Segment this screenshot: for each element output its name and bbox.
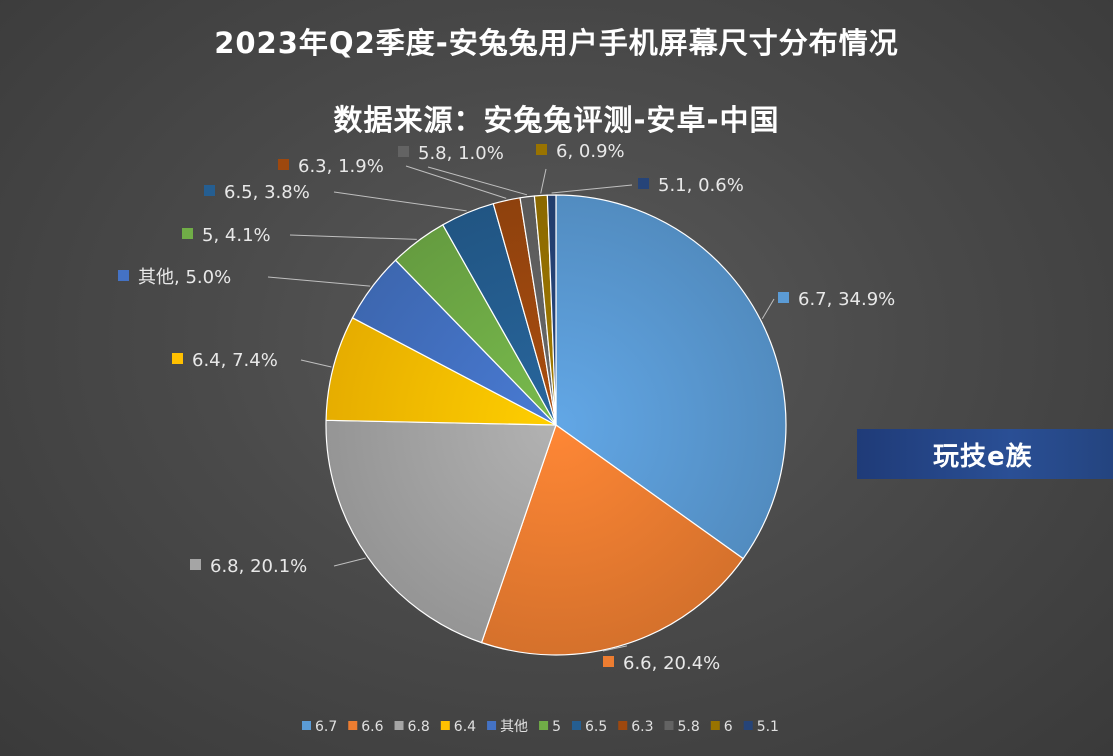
legend-item-6: 6 [724, 719, 733, 735]
data-label-marker-6.7 [778, 292, 789, 303]
legend-marker-6 [710, 721, 720, 730]
data-label-6.3: 6.3, 1.9% [298, 156, 384, 177]
pie-slice-6.8 [325, 419, 557, 644]
leader-line-5.8 [427, 166, 528, 196]
data-label-5.1: 5.1, 0.6% [658, 175, 744, 196]
data-label-marker-5 [182, 228, 193, 239]
legend-marker-6.3 [618, 721, 628, 730]
data-label-marker-6.8 [190, 559, 201, 570]
data-label-marker-其他 [118, 270, 129, 281]
legend-item-5.8: 5.8 [678, 719, 700, 735]
pie-slice-6.4 [325, 317, 557, 426]
data-label-6: 6, 0.9% [556, 141, 625, 162]
data-label-marker-6.6 [603, 656, 614, 667]
legend-marker-5.8 [664, 721, 674, 730]
leader-line-6.8 [333, 557, 367, 567]
data-label-6.8: 6.8, 20.1% [210, 556, 307, 577]
data-label-6.6: 6.6, 20.4% [623, 653, 720, 674]
leader-line-5.1 [551, 184, 633, 194]
data-label-marker-6.5 [204, 185, 215, 196]
legend-marker-其他 [487, 721, 497, 730]
leader-line-5 [289, 234, 417, 240]
chart-subtitle: 数据来源：安兔兔评测-安卓-中国 [333, 103, 780, 137]
legend-marker-5 [539, 721, 549, 730]
leader-line-6.4 [300, 359, 332, 368]
data-label-其他: 其他, 5.0% [138, 267, 231, 288]
legend-marker-6.5 [571, 721, 581, 730]
data-label-marker-6.3 [278, 159, 289, 170]
leader-line-6.5 [333, 191, 467, 212]
legend-marker-5.1 [743, 721, 753, 730]
legend-marker-6.6 [348, 721, 358, 730]
legend-item-6.4: 6.4 [454, 719, 476, 735]
data-label-marker-5.1 [638, 178, 649, 189]
legend-marker-6.7 [302, 721, 311, 730]
leader-line-6.7 [761, 298, 775, 320]
legend-marker-6.4 [440, 721, 450, 730]
leader-line-6 [540, 168, 547, 194]
data-label-marker-5.8 [398, 146, 409, 157]
legend-item-6.3: 6.3 [631, 719, 653, 735]
leader-line-其他 [267, 276, 371, 287]
chart-title: 2023年Q2季度-安兔兔用户手机屏幕尺寸分布情况 [214, 26, 899, 60]
data-label-5.8: 5.8, 1.0% [418, 143, 504, 164]
legend-marker-6.8 [394, 721, 404, 730]
watermark-logo: 玩技e族 [857, 429, 1113, 479]
data-label-marker-6.4 [172, 353, 183, 364]
pie-slice-5.1 [546, 194, 557, 426]
data-label-5: 5, 4.1% [202, 225, 271, 246]
data-label-marker-6 [536, 144, 547, 155]
legend-item-5.1: 5.1 [757, 719, 779, 735]
data-label-6.5: 6.5, 3.8% [224, 182, 310, 203]
pie-slice-6.7 [555, 194, 787, 560]
legend-item-6.8: 6.8 [408, 719, 430, 735]
legend-item-6.7: 6.7 [315, 719, 337, 735]
legend-item-6.5: 6.5 [585, 719, 607, 735]
leader-line-6.3 [405, 165, 507, 199]
data-label-6.4: 6.4, 7.4% [192, 350, 278, 371]
legend-item-5: 5 [552, 719, 561, 735]
pie-slice-6.6 [480, 424, 744, 656]
leader-line-6.6 [602, 645, 628, 652]
data-label-6.7: 6.7, 34.9% [798, 289, 895, 310]
legend-item-6.6: 6.6 [361, 719, 383, 735]
legend-item-其他: 其他 [500, 719, 528, 735]
